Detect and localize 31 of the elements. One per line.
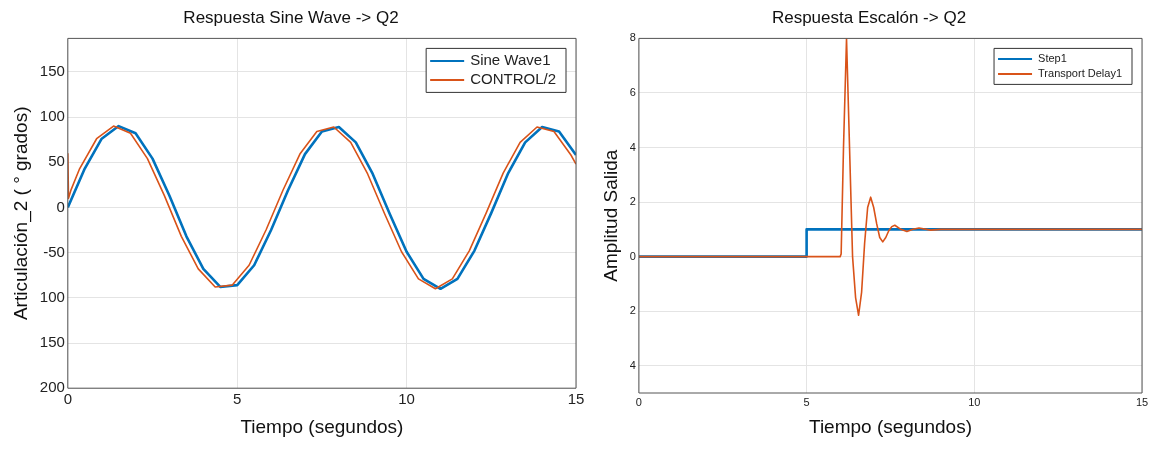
chart-title: Respuesta Escalón -> Q2	[771, 7, 967, 27]
y-tick-label: 4	[629, 358, 636, 371]
y-tick-label: 2	[629, 304, 636, 317]
y-tick-label: 8	[629, 31, 636, 44]
y-tick-label: 4	[629, 140, 636, 153]
y-tick-label: 150	[39, 61, 65, 79]
legend-label: CONTROL/2	[470, 70, 557, 88]
y-tick-label: 150	[39, 333, 65, 351]
y-tick-label: -50	[43, 242, 65, 260]
y-tick-label: 50	[48, 152, 65, 170]
y-tick-label: 0	[56, 197, 65, 215]
y-axis-title: Articulación_2 ( ° grados)	[9, 106, 32, 321]
x-tick-label: 15	[567, 390, 585, 408]
y-tick-label: 200	[39, 378, 65, 396]
y-tick-label: 100	[39, 107, 65, 125]
x-axis-title: Tiempo (segundos)	[240, 415, 404, 437]
y-tick-label: 2	[629, 195, 636, 208]
x-tick-label: 5	[803, 395, 810, 408]
x-tick-label: 10	[968, 395, 981, 408]
legend-label: Step1	[1038, 51, 1067, 64]
x-axis-title: Tiempo (segundos)	[808, 415, 972, 437]
legend-label: Transport Delay1	[1038, 66, 1123, 79]
x-tick-label: 15	[1135, 395, 1149, 408]
x-tick-label: 5	[233, 390, 242, 408]
y-axis-title: Amplitud Salida	[599, 149, 621, 282]
y-tick-label: 0	[629, 249, 636, 262]
y-tick-label: 100	[39, 287, 65, 305]
x-tick-label: 10	[398, 390, 415, 408]
y-tick-label: 6	[629, 85, 636, 98]
legend-label: Sine Wave1	[470, 51, 551, 69]
chart-title: Respuesta Sine Wave -> Q2	[183, 7, 399, 27]
